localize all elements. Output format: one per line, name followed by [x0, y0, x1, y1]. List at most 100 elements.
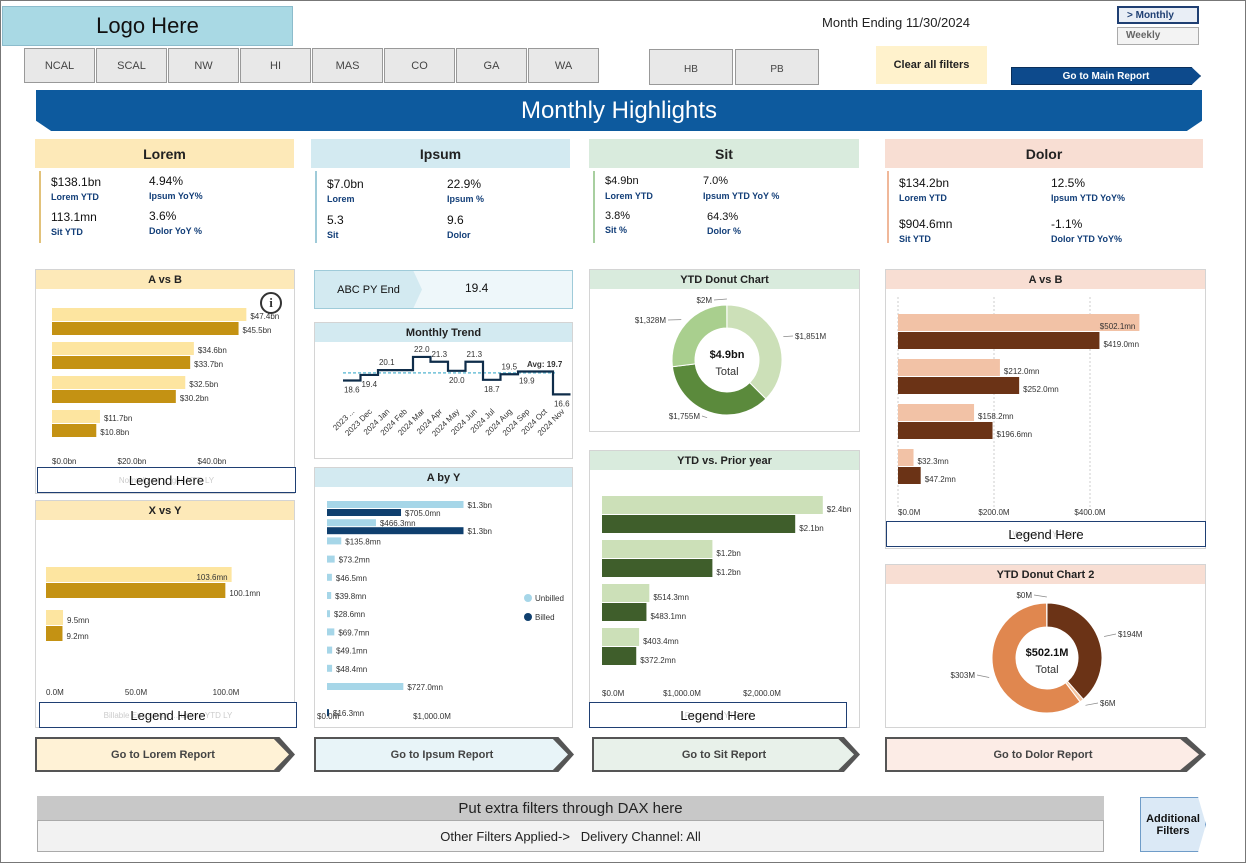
region-filter-hi[interactable]: HI	[240, 48, 311, 83]
data-label: $1.2bn	[716, 549, 740, 558]
data-label: $2.4bn	[827, 505, 851, 514]
data-label: $372.2mn	[640, 656, 676, 665]
kpi-value: 5.3	[327, 213, 344, 227]
data-label: $73.2mn	[339, 556, 370, 565]
filter-pb[interactable]: PB	[735, 49, 819, 85]
sit-legend: Pay … nts YTD LY Legend Here	[589, 702, 847, 728]
additional-filters-button[interactable]: Additional Filters	[1140, 797, 1206, 852]
region-filter-nw[interactable]: NW	[168, 48, 239, 83]
x-tick-label: $0.0bn	[52, 457, 76, 466]
kpi-value: 4.94%	[149, 174, 184, 188]
region-filter-mas[interactable]: MAS	[312, 48, 383, 83]
data-label: $16.3mn	[333, 709, 364, 718]
kpi-value: 113.1mn	[51, 210, 97, 224]
data-label: $135.8mn	[345, 537, 381, 546]
chart-title: A vs B	[36, 270, 294, 289]
data-label: $727.0mn	[407, 683, 443, 692]
bar-sit_ytd_py-s1-2	[602, 603, 647, 621]
bar-dolor_avb-s0-1	[898, 359, 1000, 376]
bar-dolor_avb-s1-0	[898, 332, 1100, 349]
leader-line	[1085, 702, 1099, 706]
kpi-value: 22.9%	[447, 177, 482, 191]
data-label: $47.2mn	[925, 475, 956, 484]
go-to-ipsum-report-button[interactable]: Go to Ipsum Report	[316, 739, 568, 770]
clear-filters-button[interactable]: Clear all filters	[876, 46, 987, 84]
donut-center-value: $4.9bn	[710, 349, 745, 361]
data-label: $11.7bn	[104, 414, 132, 423]
kpi-label: Dolor YTD YoY%	[1051, 234, 1123, 244]
dolor-section-header: Dolor	[885, 139, 1203, 168]
go-to-dolor-report-button[interactable]: Go to Dolor Report	[887, 739, 1199, 770]
toggle-monthly[interactable]: > Monthly	[1117, 6, 1199, 24]
chart-title: A vs B	[886, 270, 1205, 289]
data-label: $705.0mn	[405, 509, 441, 518]
bar-sit_ytd_py-s0-2	[602, 584, 650, 602]
dolor-avb-chart: $502.1mn $419.0mn $212.0mn $252.0mn $158.2mn…	[897, 297, 1140, 517]
data-label: $10.8bn	[100, 428, 129, 437]
kpi-label: Lorem YTD	[51, 192, 99, 202]
slice-label: $0M	[1016, 591, 1032, 600]
slice-label: $1,328M	[635, 316, 666, 325]
kpi-label: Dolor	[447, 230, 471, 240]
slice-label: $2M	[696, 296, 712, 305]
dolor-donut-chart: $194M $6M $303M $0M $502.1M Total	[951, 591, 1143, 714]
go-to-lorem-report-button[interactable]: Go to Lorem Report	[37, 739, 289, 770]
chart-title: YTD vs. Prior year	[590, 451, 859, 470]
data-label: 103.6mn	[196, 573, 227, 582]
kpi-value: $904.6mn	[899, 217, 953, 231]
bar-a-by-y-s0-0	[327, 501, 464, 508]
trend-line	[343, 355, 571, 396]
bar-lorem_xvy-s0-1	[46, 610, 64, 625]
x-tick-label: $40.0bn	[198, 457, 227, 466]
bar-sit_ytd_py-s1-3	[602, 647, 637, 665]
abc-py-end-value: 19.4	[465, 281, 489, 295]
kpi-value: $4.9bn	[605, 175, 639, 187]
bar-a-by-y-s0-4	[327, 573, 332, 581]
bar-dolor_avb-s0-3	[898, 449, 914, 466]
data-label: $34.6bn	[198, 346, 227, 355]
kpi-label: Ipsum YTD YoY%	[1051, 193, 1126, 203]
data-label: 9.2mn	[66, 632, 88, 641]
donut-center-value: $502.1M	[1026, 647, 1069, 659]
data-label: $2.1bn	[799, 524, 823, 533]
ipsum-kpi-block: $7.0bn Lorem 22.9% Ipsum % 5.3 Sit 9.6 D…	[315, 171, 570, 243]
go-to-sit-report-button[interactable]: Go to Sit Report	[594, 739, 854, 770]
toggle-weekly[interactable]: Weekly	[1117, 27, 1199, 45]
bar-a-by-y-s0-5	[327, 592, 332, 599]
slice-label: $6M	[1100, 699, 1116, 708]
region-filter-scal[interactable]: SCAL	[96, 48, 167, 83]
data-label: $28.6mn	[334, 610, 365, 619]
legend-label: Unbilled	[535, 594, 564, 603]
donut-center-label: Total	[1035, 664, 1058, 676]
kpi-value: $138.1bn	[51, 175, 102, 189]
region-filter-wa[interactable]: WA	[528, 48, 599, 83]
data-label: $419.0mn	[1103, 340, 1139, 349]
bar-sit_ytd_py-s0-3	[602, 628, 640, 646]
kpi-value: 9.6	[447, 213, 464, 227]
filter-hb[interactable]: HB	[649, 49, 733, 85]
region-filter-co[interactable]: CO	[384, 48, 455, 83]
region-filter-ncal[interactable]: NCAL	[24, 48, 95, 83]
dolor-legend: Write-O … YTD LY Legend Here	[886, 521, 1206, 547]
ipsum-section-header: Ipsum	[311, 139, 570, 168]
data-label: $483.1mn	[650, 612, 686, 621]
legend-ghost-text: Pay … nts YTD LY	[684, 710, 752, 720]
bar-dolor_avb-s0-2	[898, 404, 975, 421]
data-label: $502.1mn	[1100, 322, 1136, 331]
go-to-main-report-button[interactable]: Go to Main Report	[1011, 67, 1201, 85]
region-filter-ga[interactable]: GA	[456, 48, 527, 83]
bar-lorem_avb-s0-0	[52, 308, 247, 321]
leader-line	[1104, 633, 1117, 637]
chart-title: YTD Donut Chart	[590, 270, 859, 289]
lorem-legend-top: Normalized … ges YTD LY Legend Here	[37, 467, 296, 493]
ipsum-avy-chart: $1.3bn $705.0mn$466.3mn $1.3bn $135.8mn $73.…	[317, 501, 564, 721]
kpi-value: 7.0%	[703, 175, 729, 187]
info-icon[interactable]: i	[260, 292, 282, 314]
bar-a-by-y-s1-0	[327, 509, 402, 516]
point-label: 20.0	[449, 376, 465, 385]
data-label: $196.6mn	[997, 430, 1033, 439]
kpi-value: 3.6%	[149, 209, 177, 223]
bar-dolor_avb-s1-2	[898, 422, 993, 439]
bar-lorem_avb-s0-3	[52, 410, 100, 423]
bar-a-by-y-s1-11	[327, 709, 329, 717]
